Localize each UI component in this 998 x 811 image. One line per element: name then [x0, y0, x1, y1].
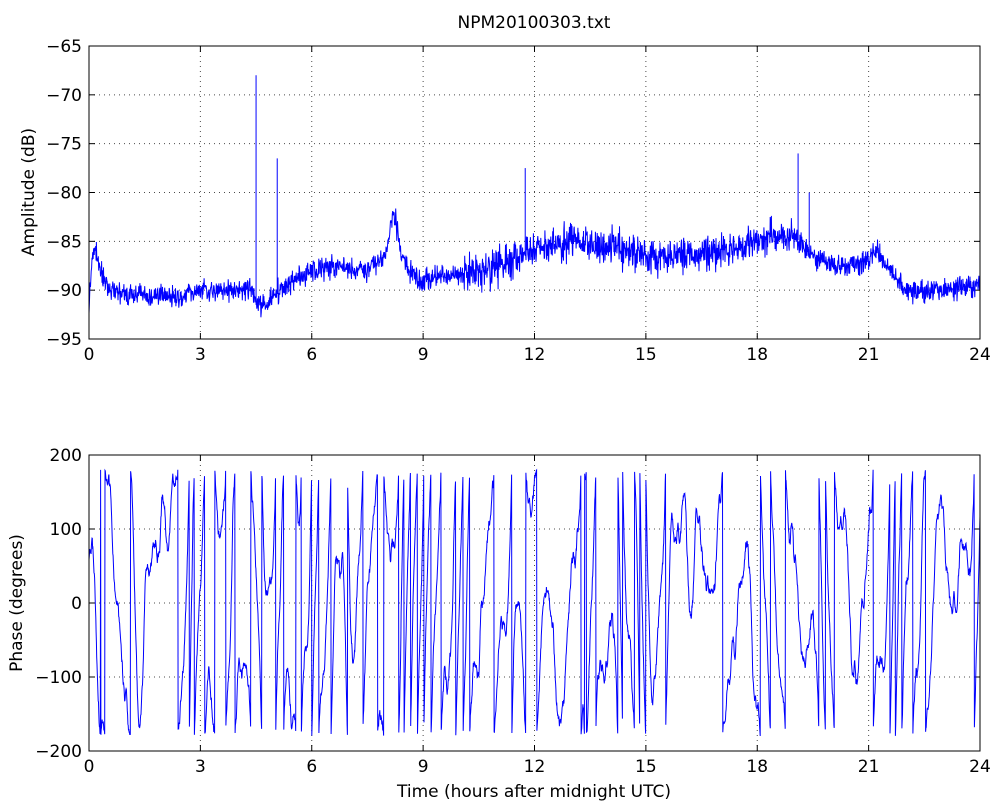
amplitude-line — [88, 208, 981, 318]
amplitude-xtick-label: 9 — [418, 345, 429, 365]
phase-ylabel: Phase (degrees) — [7, 534, 27, 672]
amplitude-ytick-label: −95 — [46, 330, 82, 350]
phase-ytick-label: −200 — [35, 742, 82, 762]
phase-xtick-label: 21 — [858, 757, 880, 777]
phase-ticks: 0 3 6 9 12 15 18 21 24 −200 −100 0 100 200 — [35, 446, 991, 777]
phase-ytick-label: −100 — [35, 668, 82, 688]
amplitude-ytick-label: −85 — [46, 232, 82, 252]
phase-xtick-label: 12 — [524, 757, 546, 777]
phase-xtick-label: 15 — [635, 757, 657, 777]
phase-grid — [89, 455, 980, 751]
phase-xtick-label: 6 — [306, 757, 317, 777]
amplitude-ylabel: Amplitude (dB) — [19, 128, 39, 256]
phase-xtick-label: 3 — [195, 757, 206, 777]
amplitude-ytick-label: −90 — [46, 281, 82, 301]
amplitude-xtick-label: 21 — [858, 345, 880, 365]
amplitude-xtick-label: 6 — [306, 345, 317, 365]
chart-title: NPM20100303.txt — [458, 13, 611, 33]
phase-line — [88, 468, 981, 737]
amplitude-xtick-label: 15 — [635, 345, 657, 365]
phase-xtick-label: 24 — [969, 757, 991, 777]
phase-ytick-label: 0 — [71, 594, 82, 614]
amplitude-xtick-label: 12 — [524, 345, 546, 365]
phase-ytick-label: 100 — [50, 520, 82, 540]
phase-xtick-label: 0 — [84, 757, 95, 777]
amplitude-ytick-label: −75 — [46, 135, 82, 155]
amplitude-xtick-label: 24 — [969, 345, 991, 365]
phase-frame — [88, 454, 981, 752]
amplitude-xtick-label: 3 — [195, 345, 206, 365]
amplitude-grid — [89, 46, 980, 339]
phase-xtick-label: 18 — [746, 757, 768, 777]
phase-xtick-label: 9 — [418, 757, 429, 777]
phase-ytick-label: 200 — [50, 446, 82, 466]
amplitude-ytick-label: −65 — [46, 37, 82, 57]
amplitude-ytick-label: −80 — [46, 184, 82, 204]
amplitude-ytick-label: −70 — [46, 86, 82, 106]
phase-xlabel: Time (hours after midnight UTC) — [396, 782, 671, 802]
phase-series — [88, 468, 981, 737]
amplitude-frame — [88, 45, 981, 340]
amplitude-xtick-label: 0 — [84, 345, 95, 365]
amplitude-xtick-label: 18 — [746, 345, 768, 365]
amplitude-ticks: 0 3 6 9 12 15 18 21 24 −95 −90 −85 −80 −75 −70 −65 — [46, 37, 991, 365]
amplitude-axes: NPM20100303.txt 0 3 6 9 12 15 18 21 24 −95 −90 −85 −… — [19, 13, 991, 365]
amplitude-series — [88, 75, 981, 318]
phase-axes: 0 3 6 9 12 15 18 21 24 −200 −100 0 100 200 Phase (deg… — [7, 446, 991, 802]
